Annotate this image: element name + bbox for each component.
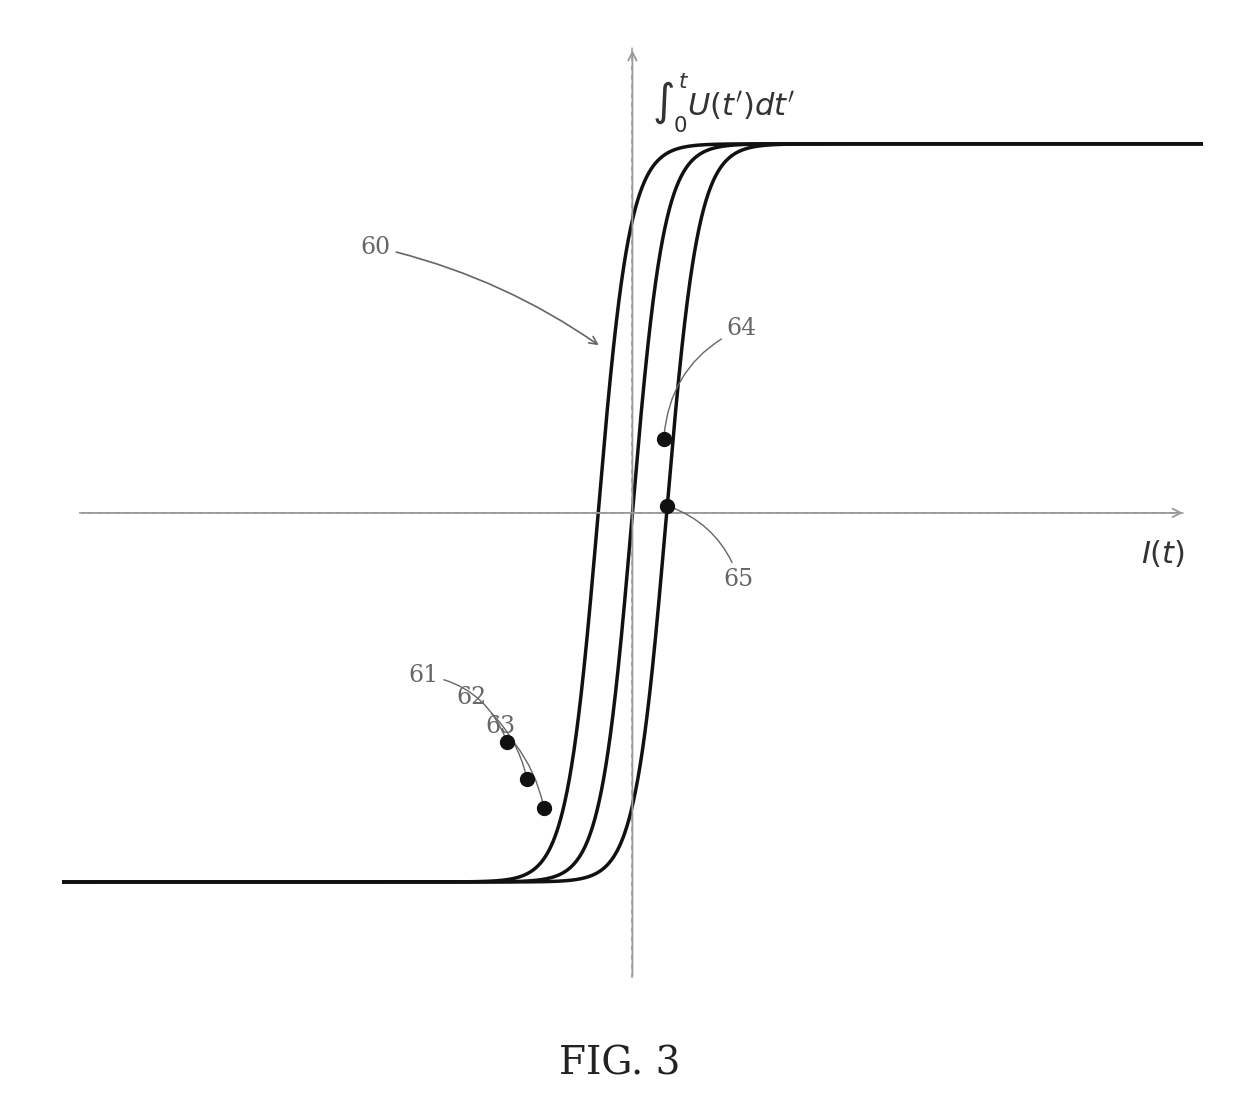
Text: 60: 60 [361, 236, 598, 344]
Text: $I(t)$: $I(t)$ [1141, 538, 1185, 570]
Text: 64: 64 [663, 317, 756, 437]
Text: $\int_0^t U(t^{\prime})dt^{\prime}$: $\int_0^t U(t^{\prime})dt^{\prime}$ [652, 72, 796, 135]
Text: 65: 65 [670, 506, 754, 591]
Text: 62: 62 [456, 686, 526, 775]
Text: 61: 61 [408, 664, 506, 739]
Text: FIG. 3: FIG. 3 [559, 1046, 681, 1083]
Text: 63: 63 [485, 716, 543, 805]
